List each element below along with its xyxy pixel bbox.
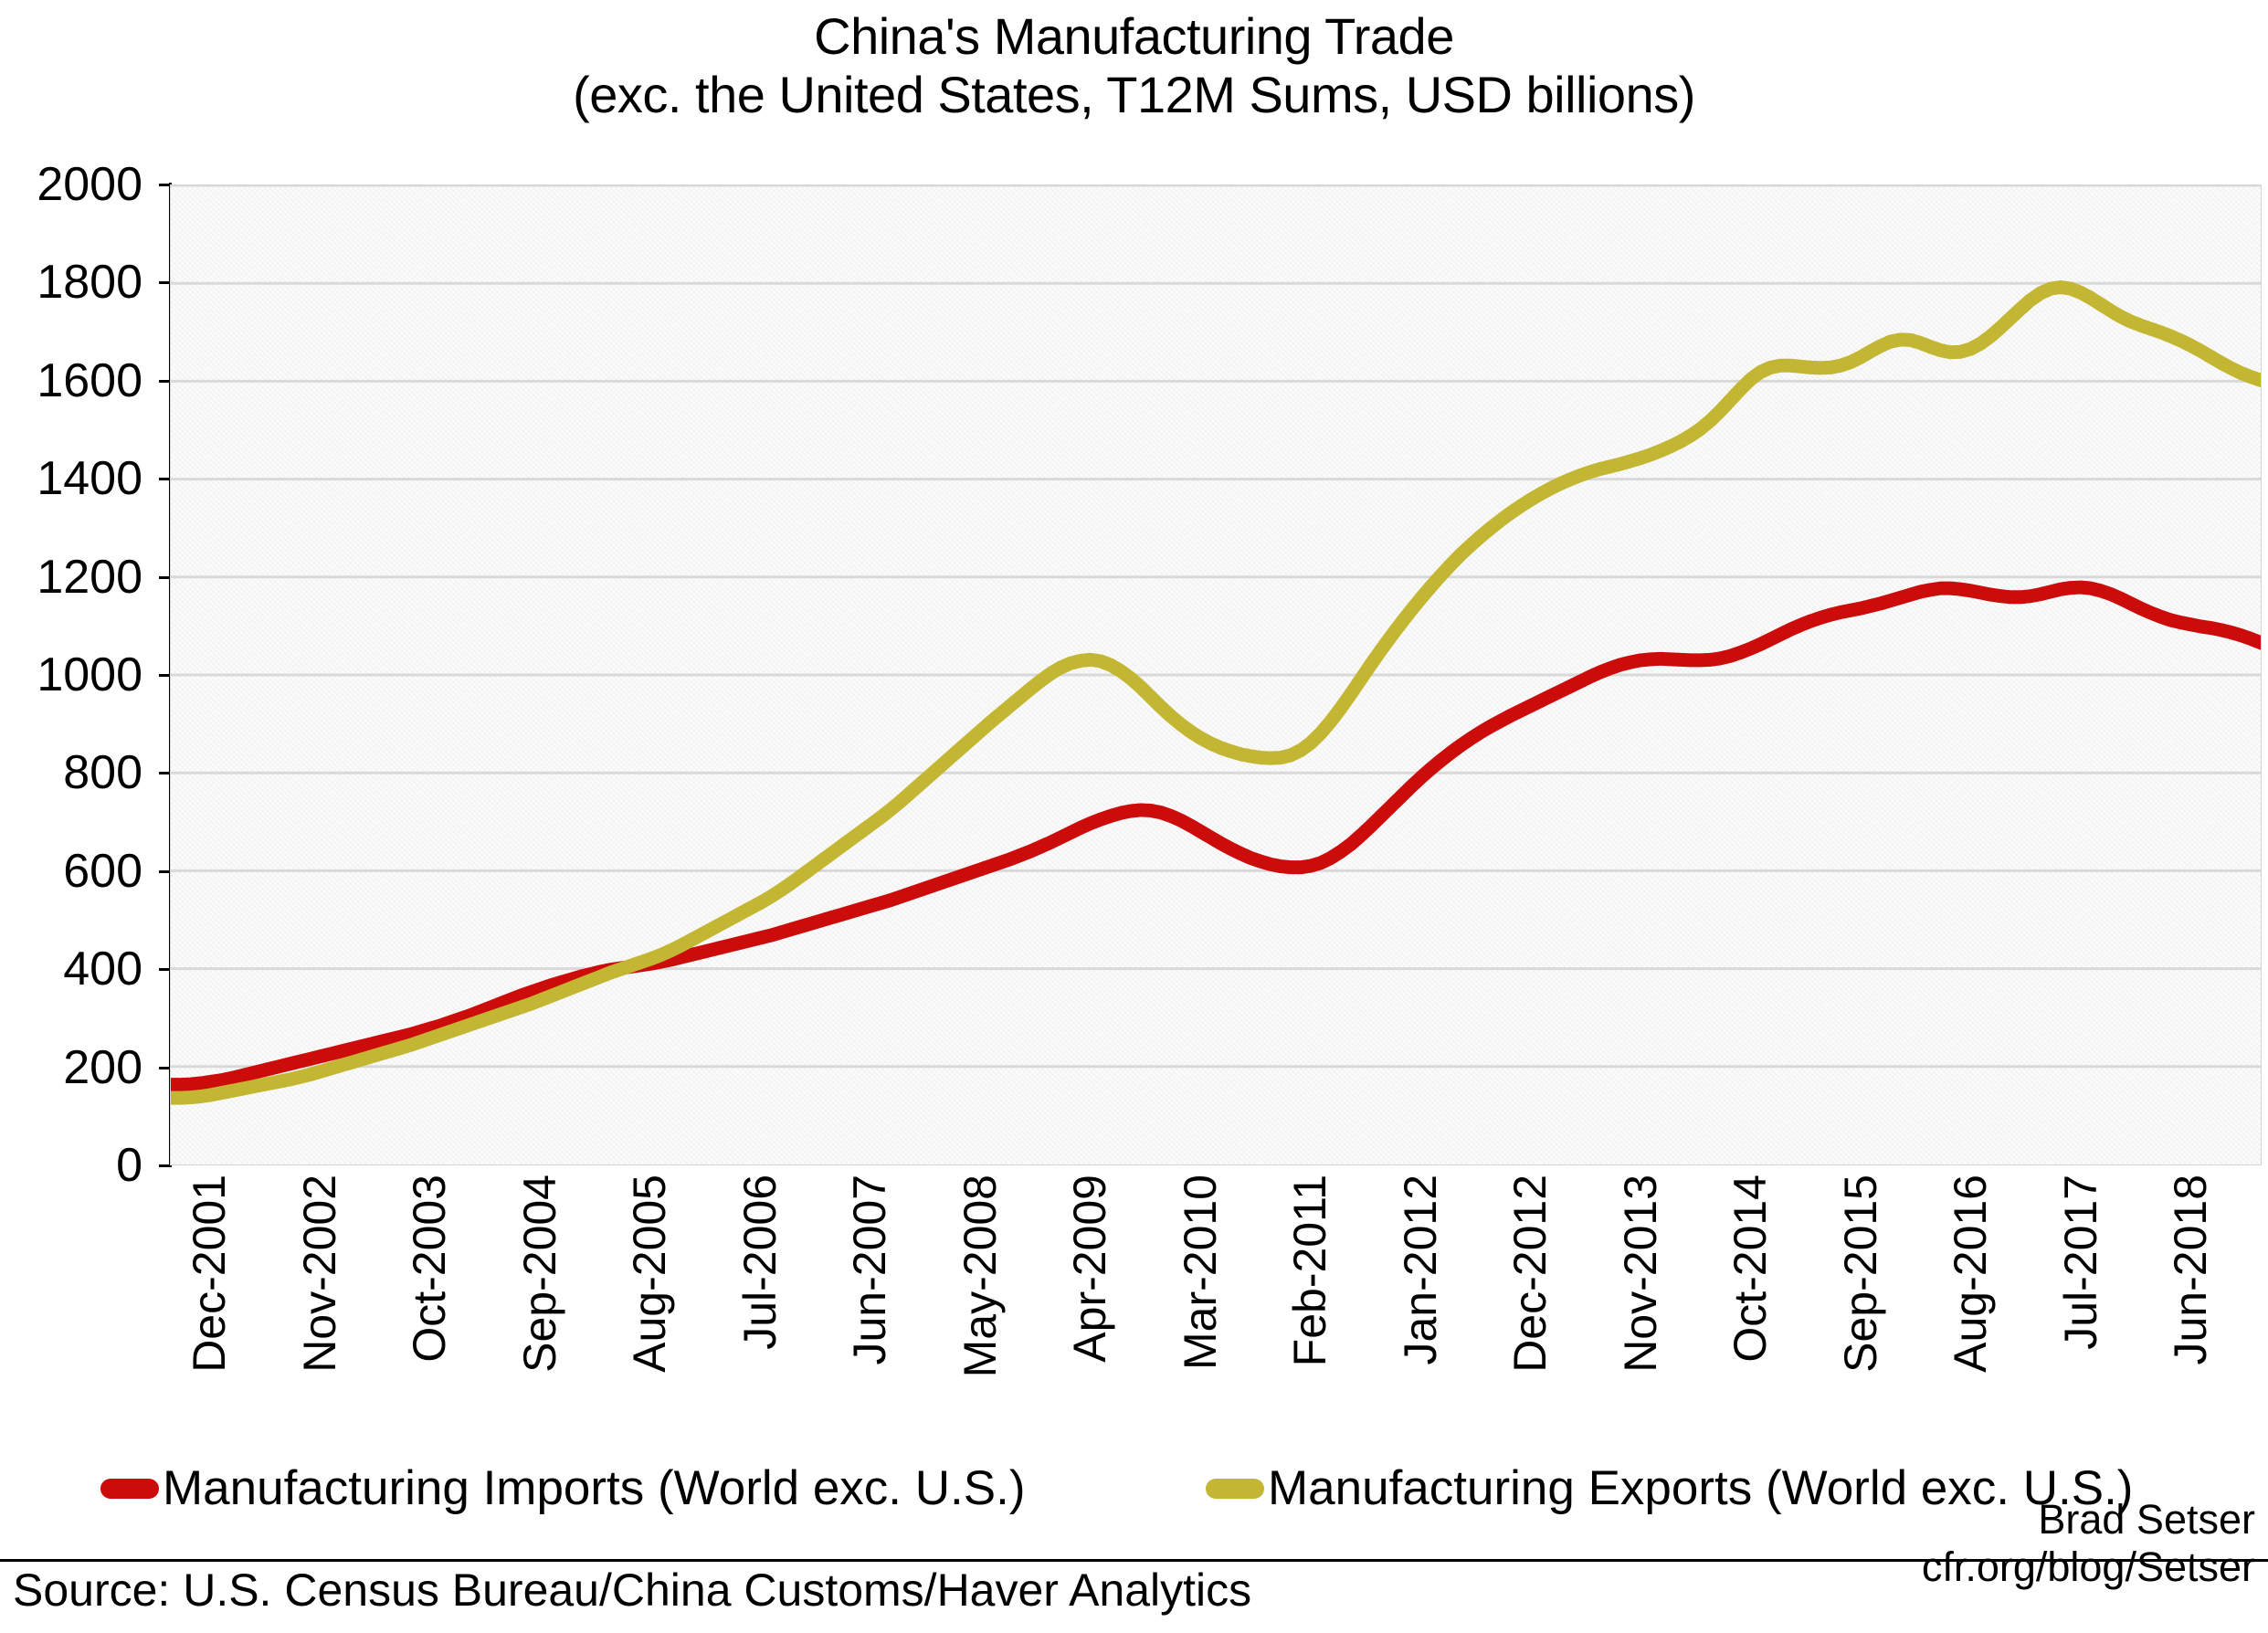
x-axis-tick-label: Jan-2012	[1394, 1175, 1446, 1365]
plot-area	[170, 184, 2262, 1165]
y-axis-tick-mark	[159, 674, 170, 677]
y-axis-tick-mark	[159, 379, 170, 383]
y-axis-tick-mark	[159, 281, 170, 285]
y-axis-tick-mark	[159, 184, 170, 186]
legend-swatch-exports	[1206, 1479, 1264, 1499]
x-axis-tick-label: Aug-2016	[1945, 1175, 1997, 1373]
x-axis-tick-label: May-2008	[954, 1175, 1006, 1378]
x-axis-tick-label: Sep-2004	[513, 1175, 565, 1373]
x-axis-tick-label: Dec-2012	[1504, 1175, 1556, 1373]
y-axis-tick-label: 1000	[37, 648, 142, 701]
x-axis-tick-label: Aug-2005	[624, 1175, 676, 1373]
plot-svg	[171, 185, 2261, 1164]
x-axis-tick-label: Apr-2009	[1064, 1175, 1116, 1363]
x-axis-tick-label: Oct-2003	[404, 1175, 456, 1363]
y-axis-tick-label: 200	[63, 1040, 142, 1094]
legend-item-imports[interactable]: Manufacturing Imports (World exc. U.S.)	[100, 1456, 1025, 1522]
legend-label-imports: Manufacturing Imports (World exc. U.S.)	[163, 1461, 1026, 1515]
x-axis-tick-label: Feb-2011	[1284, 1175, 1336, 1367]
chart-legend: Manufacturing Imports (World exc. U.S.) M…	[100, 1456, 2192, 1522]
y-axis-tick-mark	[159, 869, 170, 873]
chart-title-block: China's Manufacturing Trade (exc. the Un…	[0, 7, 2268, 124]
source-note: Source: U.S. Census Bureau/China Customs…	[13, 1565, 1252, 1616]
x-axis-tick-label: Oct-2014	[1725, 1175, 1777, 1363]
page-subtitle: (exc. the United States, T12M Sums, USD …	[573, 66, 1695, 123]
series-line-exports	[171, 258, 2261, 1098]
y-axis-tick-label: 1800	[37, 256, 142, 310]
y-axis-tick-label: 600	[63, 844, 142, 898]
x-axis-tick-label: Nov-2002	[293, 1175, 345, 1373]
legend-item-exports[interactable]: Manufacturing Exports (World exc. U.S.)	[1206, 1456, 2133, 1522]
attribution-block: Brad Setser cfr.org/blog/Setser	[1922, 1496, 2255, 1591]
y-axis-tick-mark	[159, 772, 170, 775]
x-axis-tick-label: Jul-2017	[2054, 1175, 2106, 1350]
x-axis-tick-label: Jun-2018	[2165, 1175, 2217, 1365]
blog-url[interactable]: cfr.org/blog/Setser	[1921, 1543, 2255, 1590]
legend-label-exports: Manufacturing Exports (World exc. U.S.)	[1268, 1461, 2134, 1515]
y-axis-tick-label: 2000	[37, 158, 142, 211]
x-axis-tick-label: Dec-2001	[184, 1175, 235, 1373]
x-axis-tick-label: Nov-2013	[1614, 1175, 1666, 1373]
series-line-imports	[171, 521, 2261, 1084]
y-axis-tick-mark	[159, 478, 170, 481]
y-axis-tick-mark	[159, 575, 170, 579]
y-axis-tick-label: 0	[116, 1139, 142, 1192]
y-axis-tick-mark	[159, 1066, 170, 1069]
x-axis-tick-label: Mar-2010	[1174, 1175, 1226, 1370]
y-axis-tick-label: 400	[63, 943, 142, 996]
author-name: Brad Setser	[2038, 1496, 2255, 1543]
x-axis-tick-label: Sep-2015	[1834, 1175, 1886, 1373]
y-axis-tick-mark	[159, 968, 170, 972]
y-axis: 0 200 400 600 800 1000 1200 1400 1600 1800 2000	[0, 161, 155, 1189]
x-axis-tick-label: Jul-2006	[733, 1175, 786, 1350]
y-axis-tick-label: 1400	[37, 452, 142, 506]
x-axis-tick-label: Jun-2007	[844, 1175, 896, 1365]
y-axis-tick-label: 800	[63, 746, 142, 800]
y-axis-tick-label: 1600	[37, 353, 142, 407]
x-axis: Dec-2001 Nov-2002 Oct-2003 Sep-2004 Aug-2005…	[170, 1175, 2262, 1439]
y-axis-tick-mark	[159, 1164, 170, 1167]
y-axis-tick-label: 1200	[37, 550, 142, 604]
legend-swatch-imports	[100, 1479, 159, 1499]
page-title: China's Manufacturing Trade	[814, 7, 1454, 65]
footer-divider	[0, 1559, 2268, 1562]
